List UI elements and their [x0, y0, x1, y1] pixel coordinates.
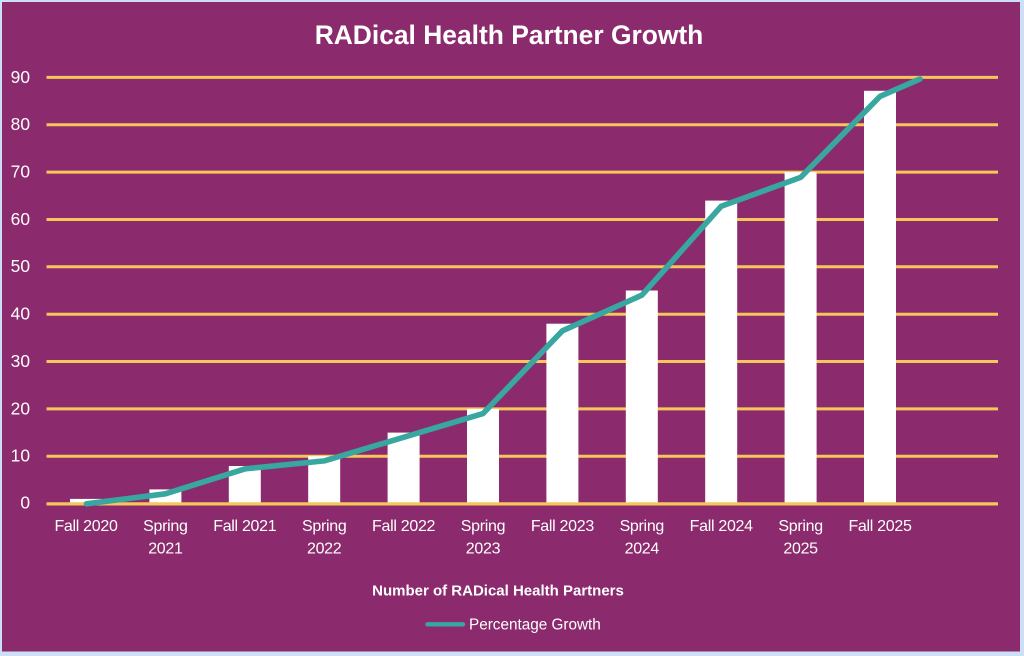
- svg-text:Percentage Growth: Percentage Growth: [469, 617, 601, 634]
- svg-text:Spring: Spring: [143, 518, 187, 535]
- svg-text:Spring: Spring: [778, 518, 822, 535]
- svg-text:40: 40: [11, 304, 30, 324]
- svg-text:Spring: Spring: [461, 518, 505, 535]
- svg-text:70: 70: [11, 162, 30, 182]
- svg-text:Fall 2022: Fall 2022: [372, 518, 436, 535]
- svg-text:30: 30: [11, 351, 30, 371]
- svg-text:Fall 2024: Fall 2024: [690, 518, 754, 535]
- svg-text:Number of RADical Health Partn: Number of RADical Health Partners: [372, 583, 624, 600]
- svg-text:Fall 2020: Fall 2020: [54, 518, 118, 535]
- svg-text:50: 50: [11, 256, 30, 276]
- svg-text:Fall 2021: Fall 2021: [213, 518, 277, 535]
- svg-text:20: 20: [11, 398, 30, 418]
- svg-text:Fall 2023: Fall 2023: [531, 518, 595, 535]
- svg-text:60: 60: [11, 209, 30, 229]
- svg-text:0: 0: [20, 492, 30, 512]
- svg-text:2025: 2025: [783, 541, 818, 558]
- svg-text:RADical Health Partner Growth: RADical Health Partner Growth: [315, 20, 704, 50]
- svg-text:Spring: Spring: [620, 518, 664, 535]
- svg-text:2021: 2021: [148, 541, 183, 558]
- svg-text:2022: 2022: [307, 541, 342, 558]
- svg-text:80: 80: [11, 114, 30, 134]
- svg-text:2024: 2024: [625, 541, 660, 558]
- svg-text:Spring: Spring: [302, 518, 346, 535]
- svg-text:10: 10: [11, 446, 30, 466]
- svg-text:90: 90: [11, 67, 30, 87]
- svg-text:Fall 2025: Fall 2025: [848, 518, 912, 535]
- svg-text:2023: 2023: [466, 541, 501, 558]
